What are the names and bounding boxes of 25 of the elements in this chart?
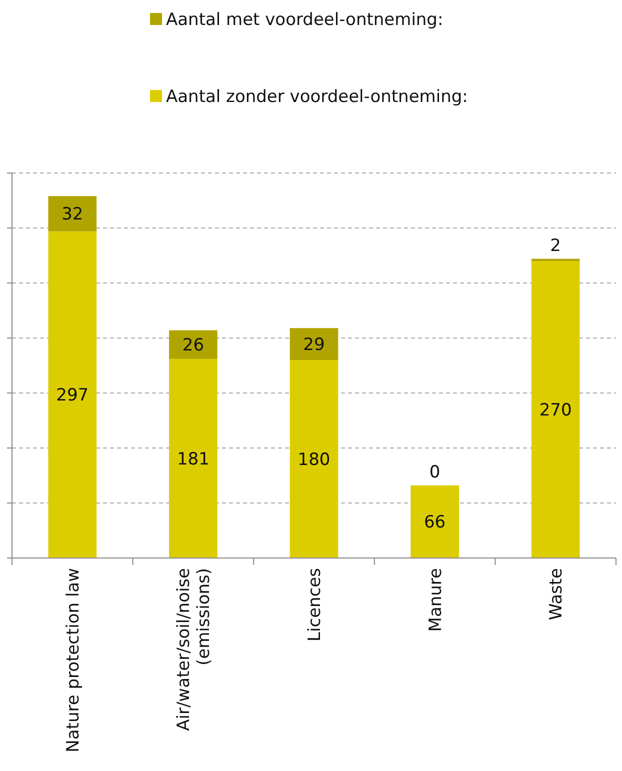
data-label: 181 <box>176 449 210 470</box>
legend-label: Aantal met voordeel-ontneming: <box>166 10 444 30</box>
data-label: 2 <box>550 236 562 256</box>
bar <box>410 485 459 558</box>
data-label: 0 <box>429 462 440 482</box>
x-tick-label: Manure <box>426 568 446 632</box>
x-tick-label: Air/water/soil/noise (emissions) <box>174 568 214 731</box>
legend-label: Aantal zonder voordeel-ontneming: <box>166 87 468 107</box>
data-label: 297 <box>56 386 89 406</box>
x-tick-label: Nature protection law <box>63 568 84 752</box>
data-label: 180 <box>298 450 330 470</box>
bar <box>290 360 338 558</box>
data-label: 270 <box>539 400 572 420</box>
x-tick-label: Licences <box>305 568 325 642</box>
bar <box>290 328 338 360</box>
bar <box>531 261 580 558</box>
x-tick-label: Waste <box>546 568 567 620</box>
data-label: 32 <box>62 204 84 225</box>
data-label: 66 <box>424 512 446 533</box>
bar <box>48 231 97 558</box>
bar <box>169 358 218 558</box>
bar <box>48 196 97 232</box>
data-label: 29 <box>303 335 325 356</box>
bar <box>169 330 218 359</box>
data-label: 26 <box>182 336 204 356</box>
